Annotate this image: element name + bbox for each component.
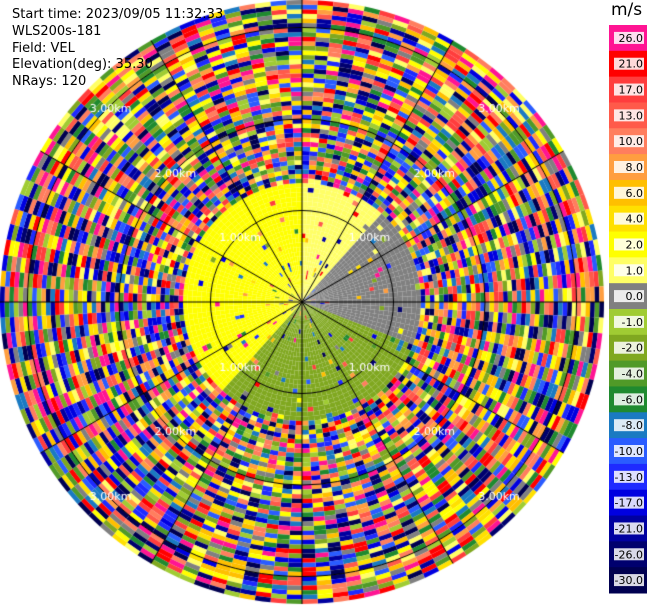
colorbar-unit: m/s <box>611 0 643 20</box>
nrays-label: NRays: 120 <box>12 74 87 89</box>
instrument-label: WLS200s-181 <box>12 24 102 39</box>
start-time-label: Start time: 2023/09/05 11:32:33 <box>12 7 224 22</box>
field-label: Field: VEL <box>12 41 75 56</box>
elevation-label: Elevation(deg): 35.30 <box>12 57 153 72</box>
